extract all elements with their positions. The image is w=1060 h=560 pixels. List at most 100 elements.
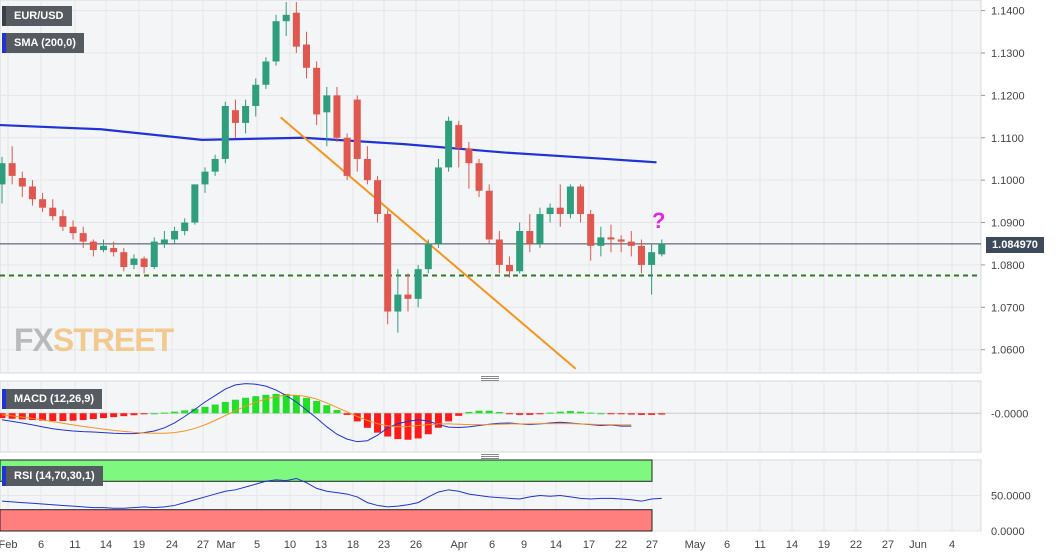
rsi-oversold-zone (0, 509, 653, 532)
sma-legend[interactable]: SMA (200,0) (2, 33, 84, 53)
fxstreet-watermark: FXSTREET (14, 322, 174, 359)
macd-histogram-bar (39, 413, 47, 421)
candle-body (597, 237, 605, 246)
macd-histogram-bar (252, 396, 260, 414)
y-tick-label: 1.1300 (991, 48, 1025, 60)
macd-histogram-bar (516, 413, 524, 415)
panel-bg-2 (0, 380, 982, 453)
macd-histogram-bar (110, 413, 118, 418)
watermark-fx: FX (14, 322, 54, 358)
candle-body (394, 294, 402, 312)
x-tick-label: 11 (754, 539, 765, 551)
question-annotation: ? (652, 208, 666, 233)
macd-histogram-bar (333, 410, 341, 414)
x-tick-label: Apr (450, 539, 467, 551)
x-tick-label: Mar (217, 539, 236, 551)
candle-body (536, 214, 544, 244)
candle-body (160, 239, 168, 244)
candle-body (526, 231, 534, 244)
x-tick-label: 4 (949, 539, 955, 551)
candle-body (353, 99, 361, 159)
macd-histogram-bar (292, 395, 300, 414)
x-tick-label: Feb (0, 539, 17, 551)
candle-body (404, 294, 412, 299)
candle-body (648, 252, 656, 265)
x-tick-label: 26 (410, 539, 422, 551)
y-tick-label: 1.1400 (991, 6, 1025, 18)
macd-resize-handle[interactable] (481, 376, 499, 381)
x-tick-label: 27 (646, 539, 658, 551)
macd-histogram-bar (49, 413, 57, 422)
candle-body (39, 199, 47, 208)
candle-body (546, 207, 554, 215)
rsi-resize-handle[interactable] (481, 454, 499, 459)
candle-body (171, 231, 179, 240)
candle-body (475, 163, 483, 191)
macd-histogram-bar (384, 413, 392, 437)
candle-body (577, 186, 585, 215)
macd-histogram-bar (658, 413, 666, 415)
x-tick-label: 24 (166, 539, 178, 551)
macd-histogram-bar (28, 413, 36, 421)
macd-histogram-bar (130, 413, 138, 416)
panel-bg-1 (0, 0, 982, 374)
watermark-street: STREET (52, 322, 174, 358)
x-tick-label: 13 (315, 539, 327, 551)
macd-histogram-bar (89, 413, 97, 420)
macd-histogram-bar (120, 413, 128, 417)
macd-histogram-bar (150, 413, 158, 415)
candle-body (658, 243, 666, 255)
candle-body (617, 239, 625, 242)
candle-body (313, 67, 321, 115)
macd-histogram-bar (445, 413, 453, 422)
macd-histogram-bar (556, 411, 564, 414)
candle-body (89, 241, 97, 251)
y-tick-label: 1.1200 (991, 90, 1025, 102)
candle-body (69, 226, 77, 234)
candle-body (18, 178, 26, 187)
macd-histogram-bar (221, 401, 229, 414)
candle-body (150, 241, 158, 268)
macd-histogram-bar (211, 404, 219, 414)
macd-legend[interactable]: MACD (12,26,9) (2, 389, 103, 409)
macd-histogram-bar (140, 413, 148, 415)
candle-body (191, 184, 199, 223)
x-tick-label: 14 (550, 539, 562, 551)
candle-body (272, 21, 280, 62)
x-tick-label: 19 (818, 539, 830, 551)
macd-histogram-bar (100, 413, 107, 419)
candle-body (262, 61, 270, 85)
sma-200-line (0, 123, 657, 164)
candle-body (130, 258, 138, 265)
x-tick-label: 17 (583, 539, 595, 551)
macd-histogram-bar (617, 413, 625, 415)
macd-histogram-bar (577, 411, 585, 414)
x-tick-label: May (685, 539, 706, 551)
macd-histogram-bar (59, 413, 67, 422)
candle-body (363, 158, 371, 181)
rsi-legend[interactable]: RSI (14,70,30,1) (2, 466, 103, 486)
candle-body (506, 264, 513, 272)
macd-histogram-bar (546, 412, 554, 414)
candle-body (140, 258, 148, 268)
x-tick-label: 6 (489, 539, 495, 551)
macd-histogram-bar (434, 413, 442, 428)
candle-body (485, 190, 493, 240)
candle-body (0, 163, 6, 185)
macd-histogram-bar (627, 413, 635, 415)
x-tick-label: 14 (100, 539, 112, 551)
candle-body (221, 105, 229, 159)
macd-histogram-bar (353, 413, 361, 422)
candle-body (343, 137, 351, 176)
candle-body (211, 158, 219, 172)
candle-body (607, 237, 615, 240)
macd-histogram-bar (495, 411, 503, 414)
symbol-legend[interactable]: EUR/USD (2, 6, 72, 26)
x-tick-label: 19 (133, 539, 145, 551)
y-tick-label: 1.1100 (991, 133, 1024, 145)
macd-histogram-bar (262, 394, 270, 414)
macd-histogram-bar (242, 397, 250, 414)
candle-body (110, 247, 118, 253)
